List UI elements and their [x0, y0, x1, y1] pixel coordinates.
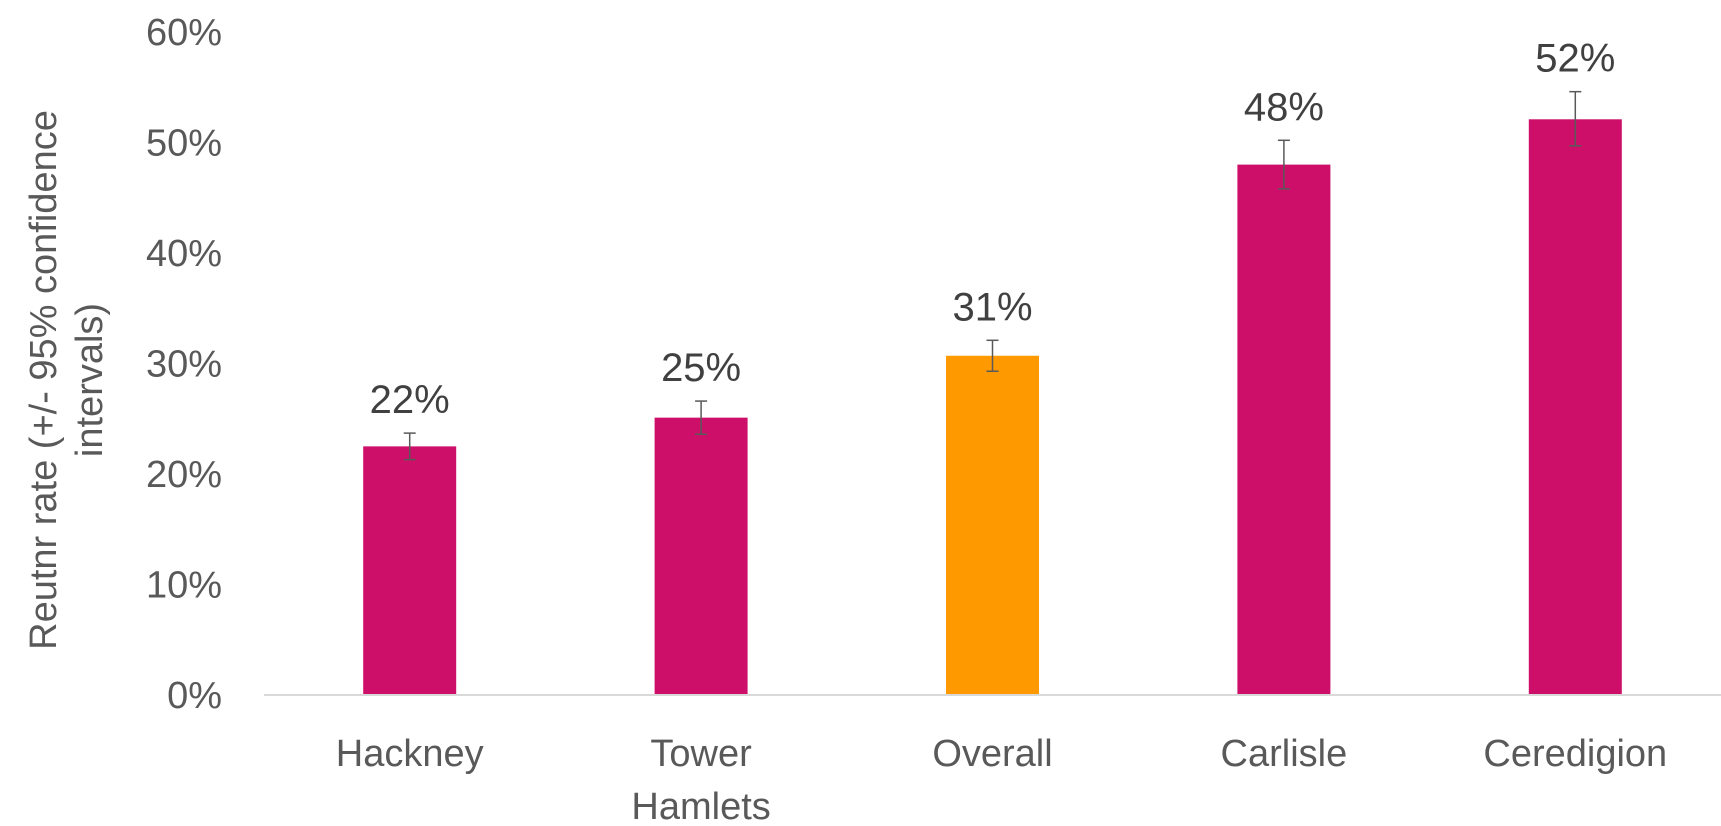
x-category-label: Hackney: [336, 733, 484, 775]
y-axis-label: Reutnr rate (+/- 95% confidence intervals…: [23, 110, 111, 650]
error-bar: [986, 339, 999, 372]
y-tick-label: 0%: [167, 675, 222, 717]
data-label: 52%: [1535, 37, 1615, 81]
x-category-label: Overall: [932, 733, 1052, 775]
x-category-label-line: Overall: [932, 733, 1052, 775]
error-bar: [695, 400, 708, 435]
data-label: 48%: [1244, 85, 1324, 129]
error-bars: [403, 90, 1582, 461]
y-tick-label: 60%: [146, 12, 222, 54]
data-label: 22%: [370, 378, 450, 422]
x-category-label-line: Ceredigion: [1483, 733, 1667, 775]
x-category-label-line: Hamlets: [631, 786, 770, 826]
data-label: 31%: [952, 285, 1032, 329]
y-tick-label: 40%: [146, 233, 222, 275]
y-tick-label: 10%: [146, 565, 222, 607]
x-category-label: Tower Hamlets: [631, 733, 770, 826]
x-category-label-line: Tower: [650, 733, 752, 775]
data-label: 25%: [661, 346, 741, 390]
bar: [363, 446, 457, 695]
y-axis-label-line: intervals): [69, 303, 111, 457]
x-axis-categories: Hackney Tower Hamlets Overall Carlisle Ceredi…: [336, 733, 1667, 826]
y-axis-title: Reutnr rate (+/- 95% confidence intervals…: [23, 110, 111, 650]
y-axis-label-line: Reutnr rate (+/- 95% confidence: [23, 110, 65, 650]
y-tick-label: 50%: [146, 123, 222, 165]
error-bar: [1569, 90, 1582, 147]
bar: [946, 355, 1039, 695]
bar: [1237, 164, 1331, 696]
y-axis-ticks: 0% 10% 20% 30% 40% 50% 60%: [146, 12, 222, 717]
bar: [654, 417, 748, 695]
x-category-label: Carlisle: [1221, 733, 1348, 775]
x-category-label-line: Carlisle: [1221, 733, 1348, 775]
x-category-label-line: Hackney: [336, 733, 484, 775]
x-category-label: Ceredigion: [1483, 733, 1667, 775]
error-bar: [403, 432, 416, 461]
bar: [1528, 119, 1622, 696]
data-labels: 22% 25% 31% 48% 52%: [370, 37, 1616, 422]
error-bar: [1277, 139, 1290, 190]
y-tick-label: 30%: [146, 344, 222, 386]
y-tick-label: 20%: [146, 454, 222, 496]
bars: [363, 119, 1622, 696]
